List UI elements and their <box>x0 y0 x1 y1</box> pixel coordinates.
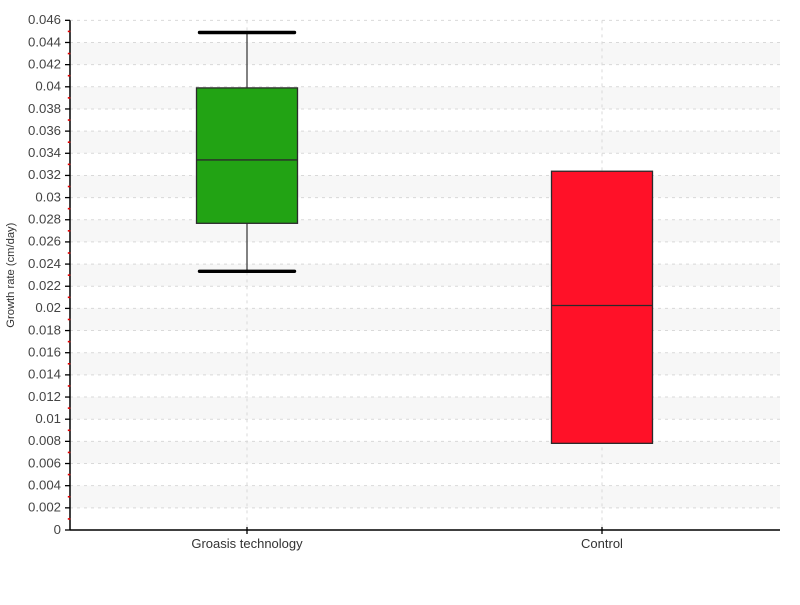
svg-text:0.04: 0.04 <box>35 79 61 94</box>
svg-text:0.018: 0.018 <box>28 322 61 337</box>
svg-text:0.038: 0.038 <box>28 101 61 116</box>
svg-text:0.036: 0.036 <box>28 123 61 138</box>
svg-text:0.014: 0.014 <box>28 367 61 382</box>
svg-text:0.03: 0.03 <box>35 189 61 204</box>
svg-text:0.028: 0.028 <box>28 212 61 227</box>
svg-text:0.004: 0.004 <box>28 477 61 492</box>
svg-text:Groasis technology: Groasis technology <box>191 536 303 551</box>
svg-text:0.026: 0.026 <box>28 234 61 249</box>
svg-text:0.01: 0.01 <box>35 411 61 426</box>
svg-text:0.016: 0.016 <box>28 345 61 360</box>
svg-text:0.044: 0.044 <box>28 34 61 49</box>
svg-text:0.012: 0.012 <box>28 389 61 404</box>
svg-text:0.008: 0.008 <box>28 433 61 448</box>
svg-text:0.022: 0.022 <box>28 278 61 293</box>
svg-text:0.024: 0.024 <box>28 256 61 271</box>
svg-text:0.02: 0.02 <box>35 300 61 315</box>
svg-text:Growth rate (cm/day): Growth rate (cm/day) <box>5 222 17 327</box>
svg-text:0.032: 0.032 <box>28 167 61 182</box>
svg-text:0.034: 0.034 <box>28 145 61 160</box>
svg-text:0.046: 0.046 <box>28 12 61 27</box>
svg-text:0: 0 <box>54 522 61 537</box>
svg-text:0.002: 0.002 <box>28 500 61 515</box>
svg-text:Control: Control <box>581 536 623 551</box>
svg-text:0.042: 0.042 <box>28 56 61 71</box>
svg-text:0.006: 0.006 <box>28 455 61 470</box>
